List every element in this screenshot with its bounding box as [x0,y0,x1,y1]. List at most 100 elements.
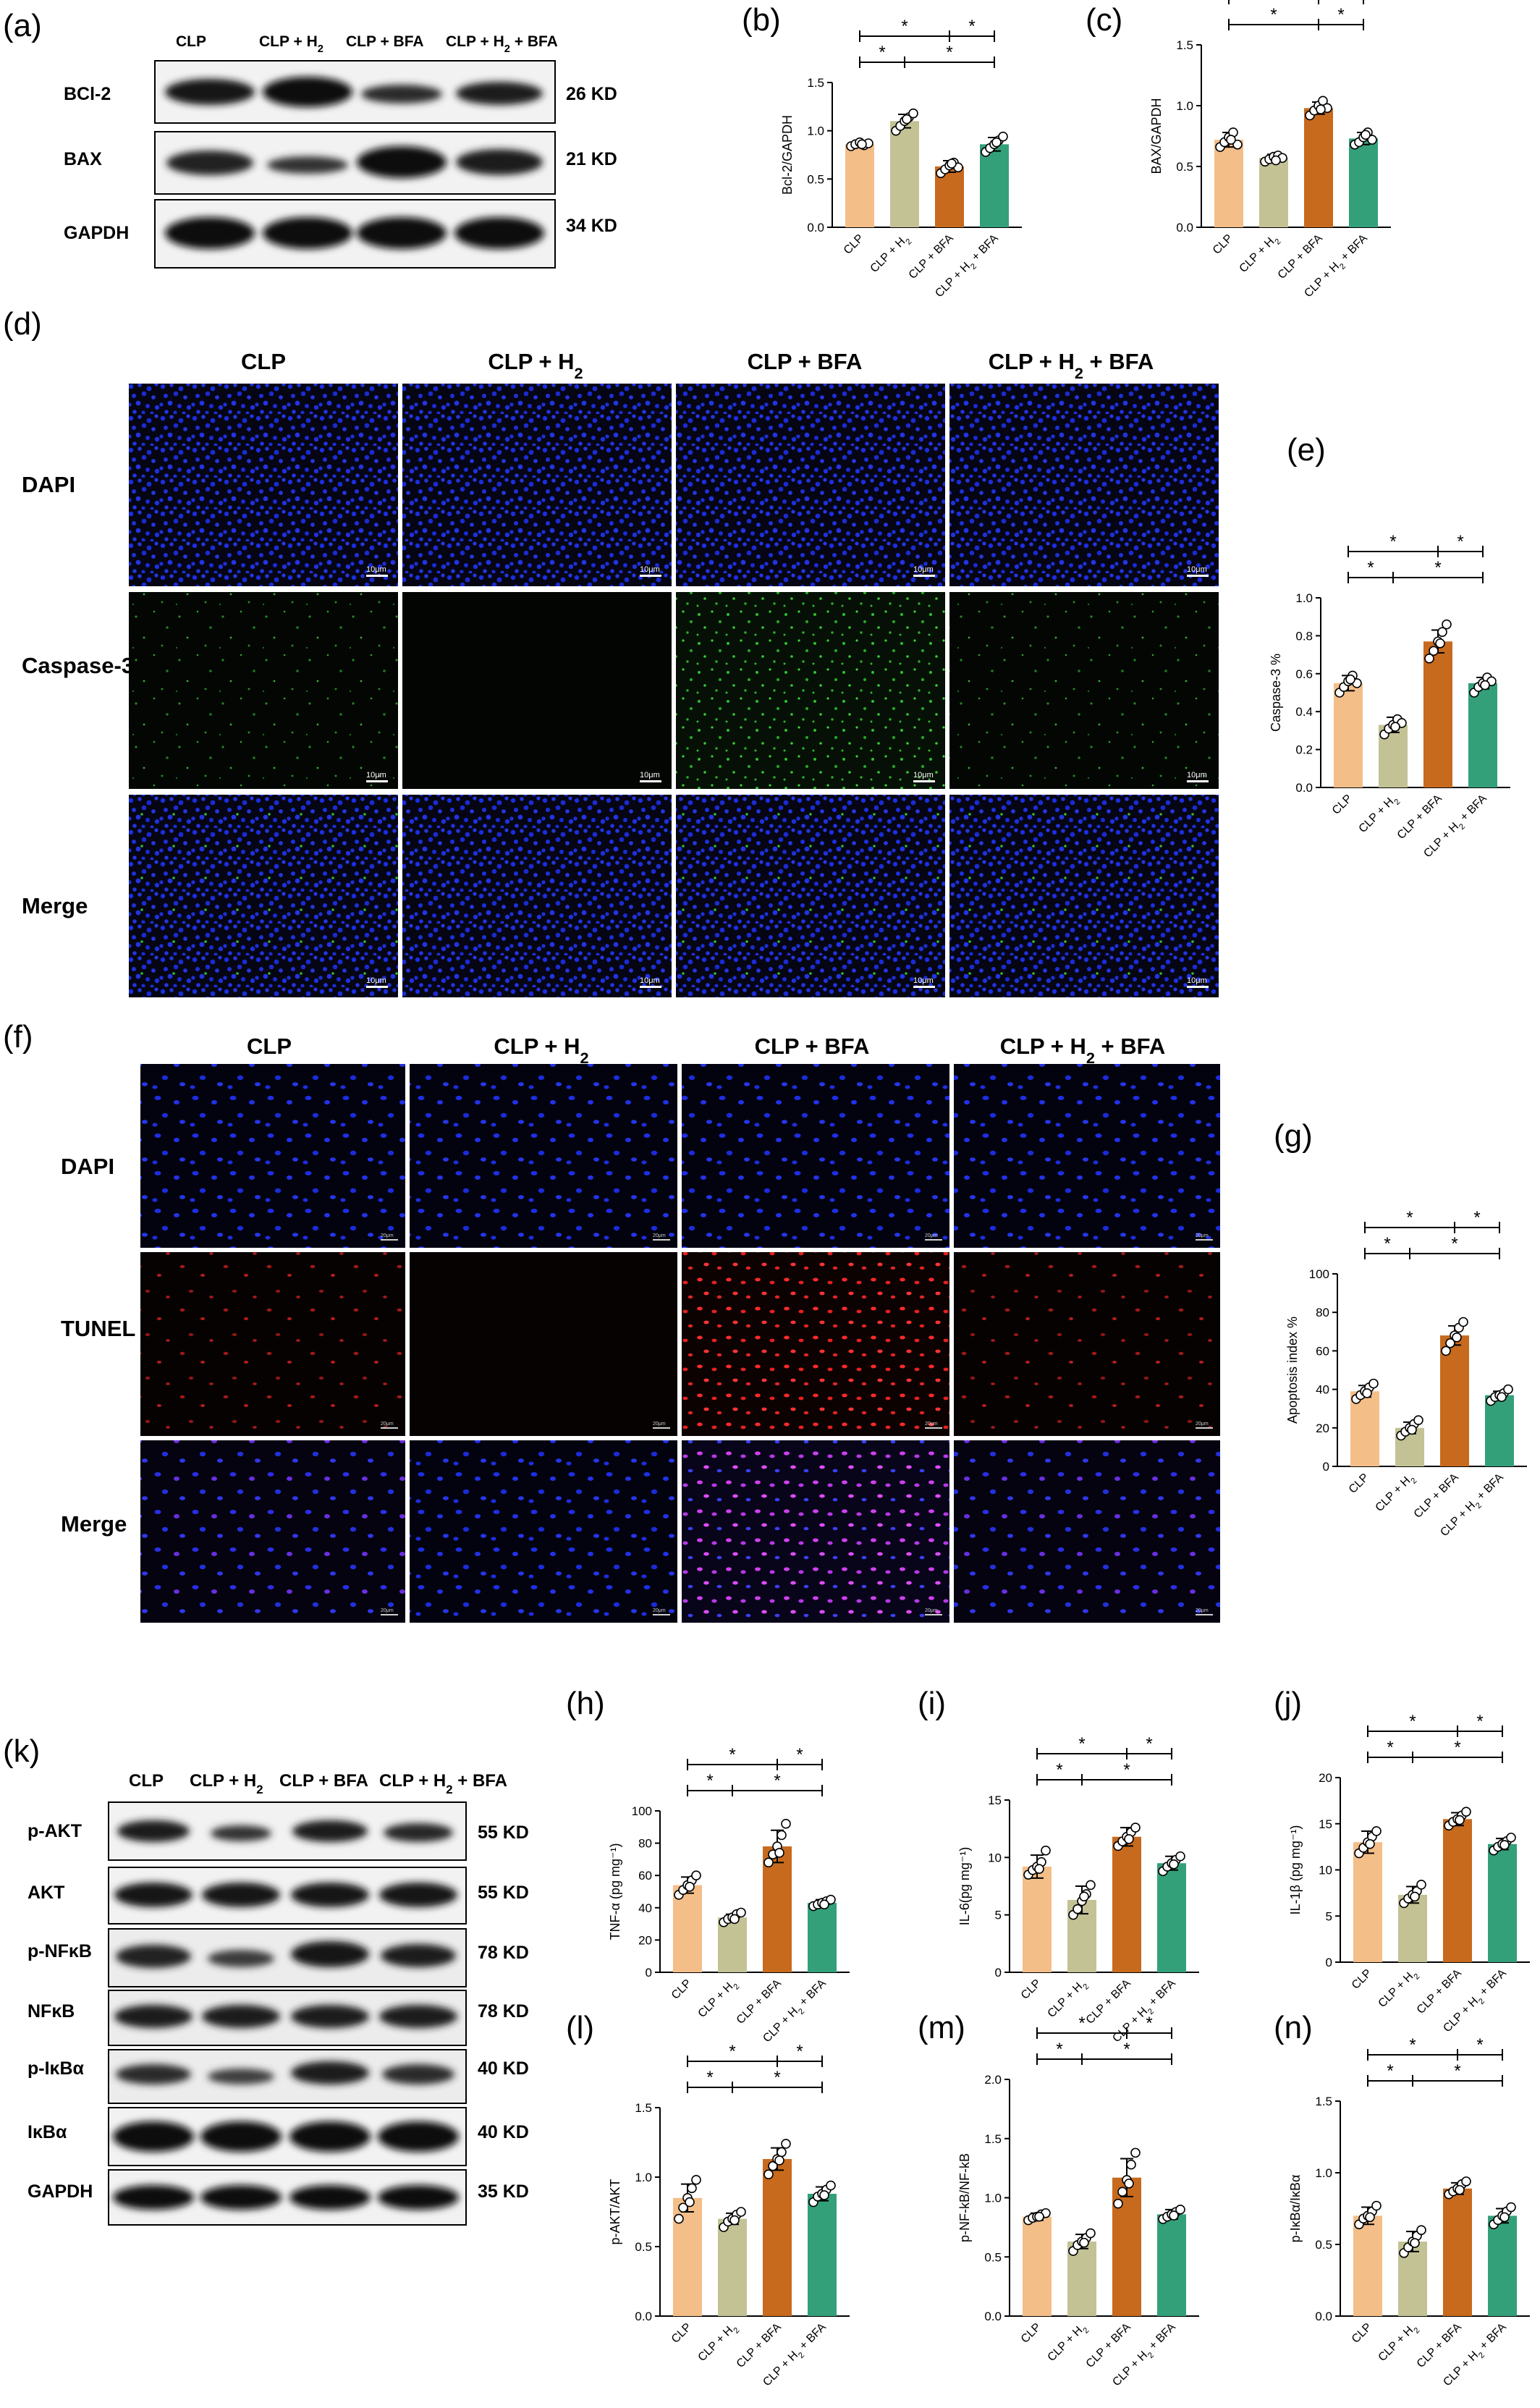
scale-bar-label: 20μm [653,1233,666,1238]
blot-band [113,2185,194,2210]
data-point [685,1882,695,1892]
data-point [1130,2147,1141,2158]
significance-star: * [1056,1760,1062,1780]
data-point [1086,2228,1096,2239]
y-tick-label: 5 [1326,1909,1332,1923]
data-point [1445,1338,1455,1348]
significance-star: * [1434,558,1441,578]
significance-star: * [1056,2040,1062,2059]
y-axis-label: p-AKT/AKT [608,2179,622,2244]
data-point [1429,646,1439,656]
bar [763,2159,792,2316]
y-axis-label: BAX/GAPDH [1149,98,1164,174]
data-point [729,1914,740,1925]
blot-band [456,82,543,105]
blot-band [200,2185,282,2210]
bar [1353,1842,1382,1962]
data-point [998,131,1008,142]
data-point [1041,1846,1051,1856]
row-label-dapi: DAPI [61,1154,114,1179]
y-tick-label: 1.0 [1315,2166,1332,2180]
data-point [1367,135,1377,145]
bar [1157,1863,1186,1972]
data-point [1368,1378,1379,1389]
micrograph [676,795,945,997]
blot-band [379,2005,457,2028]
y-tick-label: 0.5 [1315,2238,1332,2252]
blot-row-label-bcl2: BCl-2 [64,84,111,104]
panel-letter: (l) [566,2010,594,2045]
lane-label-3: CLP + BFA [279,1771,368,1791]
data-point [1499,1840,1510,1850]
scale-bar-label: 10μm [640,771,660,780]
category-label: CLP + BFA [1084,2321,1133,2370]
data-point [1461,1807,1471,1817]
scale-bars: 20μm 20μm 20μm 20μm 20μm 20μm 20μm 20μm … [381,1233,1213,1615]
bar [890,121,919,227]
micrograph [402,384,672,586]
blot-kd: 40 KD [478,2122,529,2142]
panel-k-western-blot: (k) CLP CLP + H2 CLP + BFA CLP + H2 + BF… [3,1733,529,2226]
y-tick-label: 1.5 [635,2101,652,2115]
y-axis-label: Caspase-3 % [1269,654,1283,732]
category-label: CLP + BFA [1084,1977,1133,2027]
category-label: CLP + H2 [1046,2321,1091,2367]
micrograph [676,384,945,586]
significance-star: * [1384,1234,1390,1254]
data-point [819,1899,829,1910]
blot-band [200,2121,282,2152]
data-point [947,159,957,169]
blot-kd: 40 KD [478,2058,529,2079]
column-label-2: CLP + H2 [494,1034,588,1067]
micrograph [402,592,672,789]
data-point [1437,627,1447,637]
data-point [1410,1891,1420,1902]
category-label: CLP + BFA [1276,232,1325,282]
data-point [1455,2184,1465,2195]
scale-bar-label: 20μm [925,1233,938,1238]
blot-row-label: IκBα [28,2122,67,2142]
blot-row-label: NFκB [28,2001,75,2022]
data-point [1452,1332,1462,1343]
column-label-4: CLP + H2 + BFA [989,349,1154,382]
category-label: CLP + H2 [868,232,914,278]
y-tick-label: 60 [1316,1344,1329,1358]
data-point [1316,104,1326,114]
y-tick-label: 0.5 [807,172,824,186]
data-point [1169,1859,1179,1870]
y-tick-label: 0.0 [807,221,824,235]
blot-kd: 55 KD [478,1883,529,1903]
data-point [691,2175,701,2185]
blot-band [381,1944,456,1967]
category-label: CLP + H2 [1376,2321,1422,2367]
column-label-1: CLP [241,349,286,374]
blot-band [378,2121,459,2152]
data-point [1506,1833,1516,1843]
column-label-1: CLP [247,1034,292,1059]
scale-bar-label: 20μm [381,1233,394,1238]
panel-letter: (i) [918,1686,946,1721]
bar [1157,2214,1186,2316]
scale-bar-label: 20μm [925,1421,938,1427]
data-point [1442,619,1452,630]
significance-star: * [968,17,975,36]
y-tick-label: 0.8 [1295,629,1313,643]
blot-kd: 78 KD [478,1943,529,1963]
significance-star: * [774,2068,780,2087]
data-point [1079,2237,1089,2248]
panel-k-letter: (k) [3,1733,40,1769]
bar [1423,641,1452,787]
data-point [1034,2211,1044,2222]
micrograph [954,1064,1220,1248]
y-tick-label: 0.5 [984,2250,1002,2264]
y-axis-label: TNF-α (pg mg⁻¹) [608,1843,622,1940]
micrograph [949,592,1219,789]
data-point [1362,1388,1372,1398]
data-point [1113,2198,1123,2209]
y-tick-label: 80 [1316,1306,1329,1319]
y-tick-label: 15 [988,1794,1002,1807]
row-label-tunel: TUNEL [61,1316,135,1341]
blot-band [357,217,447,249]
y-axis-label: IL-1β (pg mg⁻¹) [1288,1825,1303,1915]
